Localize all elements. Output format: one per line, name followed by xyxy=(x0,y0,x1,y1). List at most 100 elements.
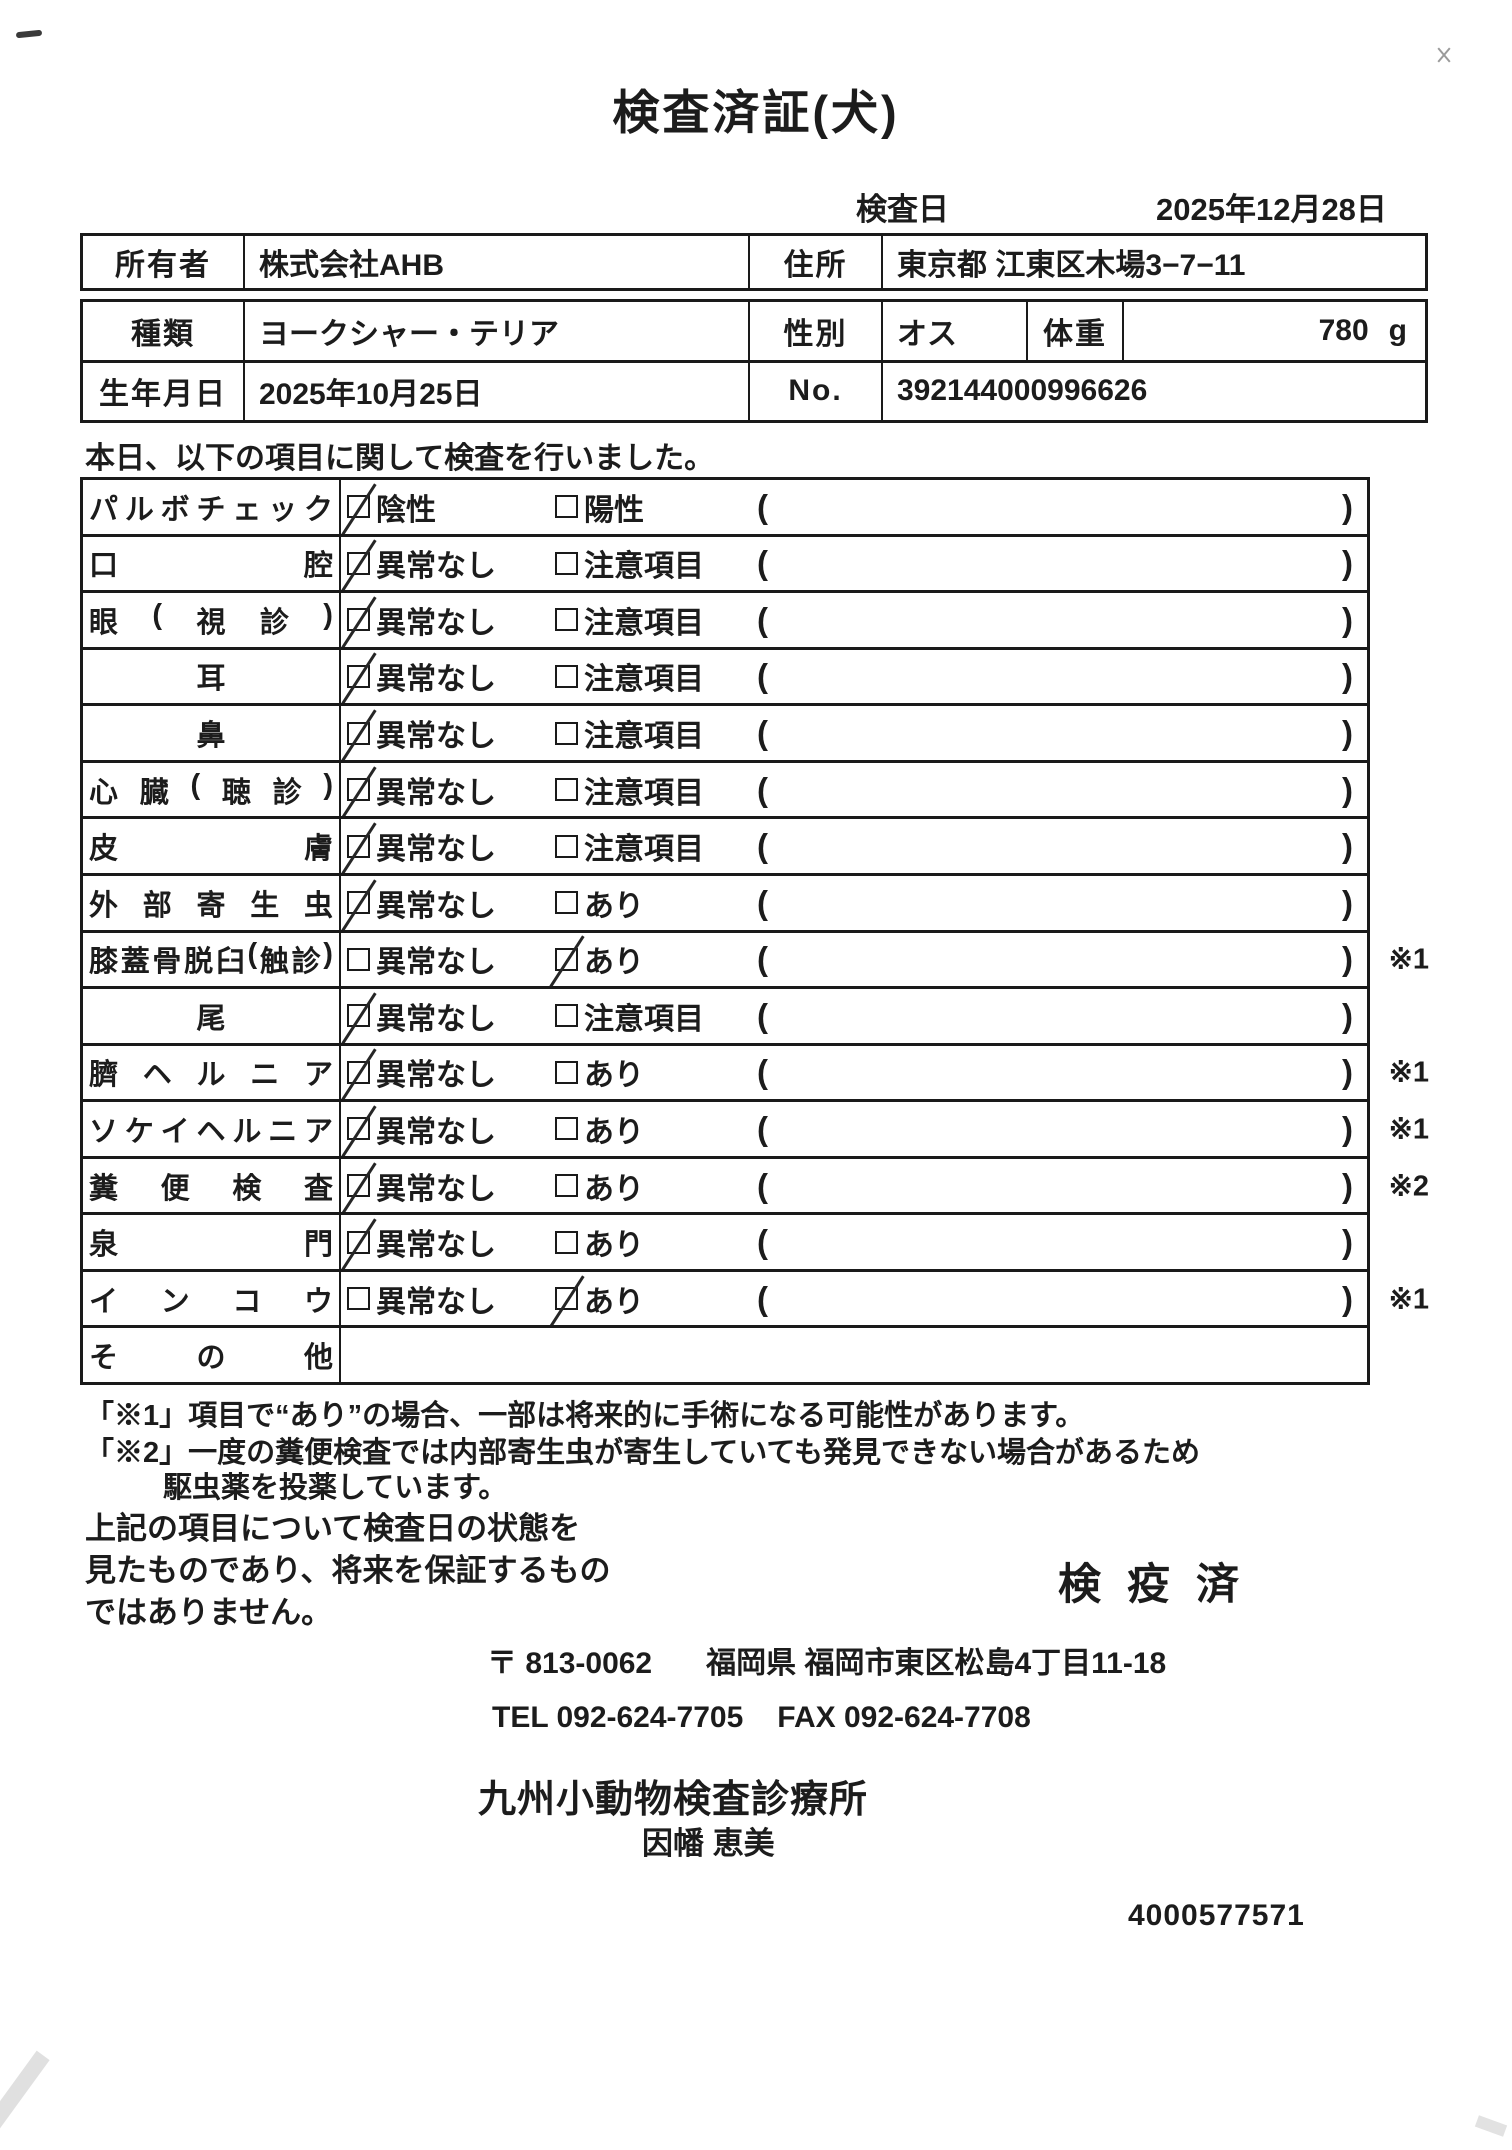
animal-table: 種類 ヨークシャー・テリア 性別 オス 体重 780 g 生年月日 2025年1… xyxy=(80,299,1428,423)
option2-label: 注意項目 xyxy=(584,833,704,867)
option2: あり xyxy=(555,881,644,925)
option2: あり xyxy=(555,1107,644,1151)
check-item-content: 異常なし あり ( ) xyxy=(341,1159,1367,1213)
option1-label: 異常なし xyxy=(376,1059,496,1093)
paren-open: ( xyxy=(757,600,768,638)
paren-open: ( xyxy=(757,996,768,1034)
option2-label: 注意項目 xyxy=(584,720,704,754)
row-note-mark: ※1 xyxy=(1388,1056,1429,1089)
option2-checkbox xyxy=(555,834,578,858)
check-item-label: 眼(視診) xyxy=(83,593,341,647)
footnote-2-line2: 駆虫薬を投薬しています。 xyxy=(163,1472,508,1504)
footnote-1: 「※1」項目で“あり”の場合、一部は将来的に手術になる可能性があります。 xyxy=(85,1400,1085,1432)
check-item-content: 異常なし あり ( ) xyxy=(341,1215,1367,1269)
check-table-row: 臍ヘルニア 異常なし あり ( ) ※1 xyxy=(83,1042,1429,1100)
option2-checkbox xyxy=(555,1004,578,1028)
check-item-label: パルボチェック xyxy=(83,480,341,534)
option2: あり xyxy=(555,1277,644,1321)
check-table: パルボチェック 陰性 陽性 ( ) 口腔 異常なし xyxy=(80,477,1429,1385)
scan-artifact-top-right xyxy=(1436,47,1452,63)
option2-label: 注意項目 xyxy=(584,606,704,640)
paren-open: ( xyxy=(757,770,768,808)
birth-value: 2025年10月25日 xyxy=(243,362,748,420)
row-note-mark: ※1 xyxy=(1388,943,1429,976)
check-item-content: 異常なし 注意項目 ( ) xyxy=(341,706,1367,760)
option2-label: あり xyxy=(584,946,644,980)
paren-close: ) xyxy=(1342,714,1353,752)
inspection-date-value: 2025年12月28日 xyxy=(1156,192,1387,227)
paren-open: ( xyxy=(757,1223,768,1261)
check-item-label: ソケイヘルニア xyxy=(83,1102,341,1156)
intro-text: 本日、以下の項目に関して検査を行いました。 xyxy=(85,442,715,475)
check-item-content: 異常なし 注意項目 ( ) xyxy=(341,763,1367,817)
paren-close: ) xyxy=(1342,1279,1353,1317)
check-item-content: 異常なし 注意項目 ( ) xyxy=(341,819,1367,873)
option2: 注意項目 xyxy=(555,654,704,698)
option1-label: 異常なし xyxy=(376,1002,496,1036)
check-table-row: 鼻 異常なし 注意項目 ( ) xyxy=(83,703,1367,760)
disclaimer-text: 上記の項目について検査日の状態を 見たものであり、将来を保証するもの ではありま… xyxy=(85,1508,610,1634)
option2: 陽性 xyxy=(555,485,644,529)
clinic-address: 福岡県 福岡市東区松島4丁目11-18 xyxy=(706,1647,1167,1680)
check-item-content xyxy=(341,1328,1367,1382)
option2-checkbox xyxy=(555,947,578,971)
option2: 注意項目 xyxy=(555,711,704,755)
address-label: 住所 xyxy=(748,236,881,288)
check-table-row: 外部寄生虫 異常なし あり ( ) xyxy=(83,872,1367,930)
option2-checkbox xyxy=(555,778,578,802)
clinic-tel: TEL 092-624-7705 xyxy=(492,1701,744,1734)
option2-checkbox xyxy=(555,1117,578,1141)
paren-close: ) xyxy=(1342,770,1353,808)
check-item-label: その他 xyxy=(83,1328,341,1382)
check-item-content: 異常なし あり ( ) xyxy=(341,1046,1367,1100)
option1-checkbox xyxy=(347,495,370,519)
clinic-address-line: 〒 813-0062 福岡県 福岡市東区松島4丁目11-18 xyxy=(487,1638,1166,1682)
sex-label: 性別 xyxy=(748,302,881,360)
check-item-label: 尾 xyxy=(83,989,341,1043)
option2-label: あり xyxy=(584,1059,644,1093)
option2: あり xyxy=(555,1164,644,1208)
option1-label: 異常なし xyxy=(376,776,496,810)
paren-close: ) xyxy=(1342,657,1353,695)
option1-label: 異常なし xyxy=(376,550,496,584)
check-item-content: 異常なし 注意項目 ( ) xyxy=(341,537,1367,591)
option1: 異常なし xyxy=(347,1277,496,1321)
option1-checkbox xyxy=(347,664,370,688)
paren-open: ( xyxy=(757,657,768,695)
option1-checkbox xyxy=(347,551,370,575)
check-item-content: 異常なし 注意項目 ( ) xyxy=(341,650,1367,704)
check-item-label: 耳 xyxy=(83,649,341,704)
option2-checkbox xyxy=(555,1174,578,1198)
paren-close: ) xyxy=(1342,996,1353,1034)
check-item-label: インコウ xyxy=(83,1271,341,1326)
option1-checkbox xyxy=(347,721,370,745)
check-item-label: 心臓(聴診) xyxy=(83,762,341,817)
check-table-row: 耳 異常なし 注意項目 ( ) xyxy=(83,646,1367,704)
option1-checkbox xyxy=(347,1004,370,1028)
clinic-contact-line: TEL 092-624-7705 FAX 092-624-7708 xyxy=(492,1701,1031,1735)
paren-open: ( xyxy=(757,544,768,582)
disclaimer-line-3: ではありません。 xyxy=(85,1595,333,1630)
sex-value: オス xyxy=(881,302,1026,360)
check-item-label: 鼻 xyxy=(83,706,341,760)
option2-label: あり xyxy=(584,889,644,923)
disclaimer-line-2: 見たものであり、将来を保証するもの xyxy=(85,1553,611,1588)
owner-value: 株式会社AHB xyxy=(243,236,748,288)
check-table-row: ソケイヘルニア 異常なし あり ( ) ※1 xyxy=(83,1099,1429,1156)
option2-label: あり xyxy=(584,1172,644,1206)
option2: あり xyxy=(555,1050,644,1094)
scan-artifact-bottom-left xyxy=(0,2050,50,2150)
option1: 陰性 xyxy=(347,485,436,529)
paren-open: ( xyxy=(757,1166,768,1204)
check-item-content: 異常なし あり ( ) xyxy=(341,1102,1367,1156)
option1: 異常なし xyxy=(347,1107,496,1151)
option1: 異常なし xyxy=(347,937,496,981)
row-note-mark: ※1 xyxy=(1388,1283,1429,1316)
check-item-label: 臍ヘルニア xyxy=(83,1045,341,1100)
option2-checkbox xyxy=(555,1230,578,1254)
option2-label: あり xyxy=(584,1115,644,1149)
check-table-row: 口腔 異常なし 注意項目 ( ) xyxy=(83,533,1367,591)
option2-label: 注意項目 xyxy=(584,776,704,810)
option2-checkbox xyxy=(555,608,578,632)
